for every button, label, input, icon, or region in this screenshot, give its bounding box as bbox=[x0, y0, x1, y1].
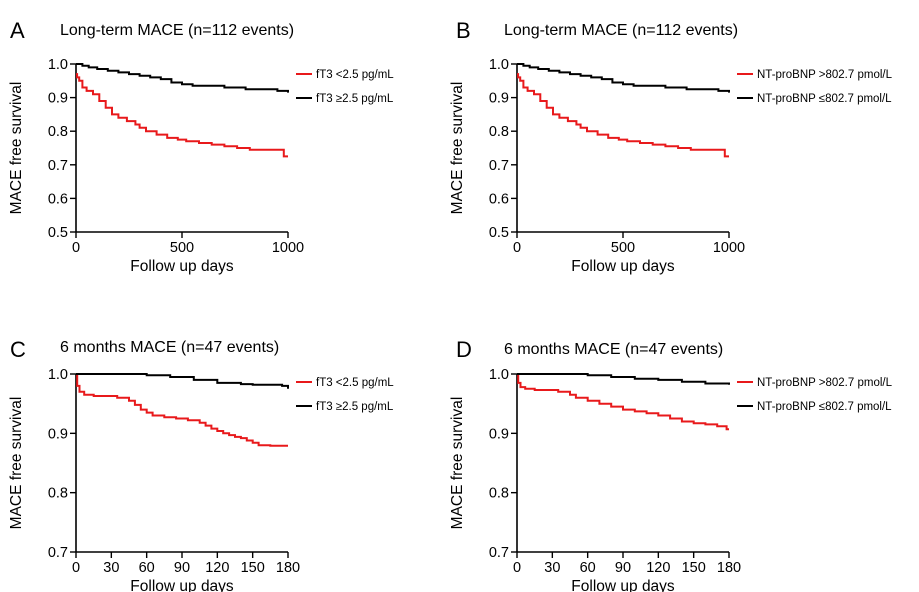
y-tick-label: 1.0 bbox=[48, 367, 68, 383]
y-tick-label: 0.9 bbox=[489, 91, 509, 107]
y-tick-label: 0.8 bbox=[48, 124, 68, 140]
legend-label: fT3 <2.5 pg/mL bbox=[316, 377, 394, 389]
y-tick-label: 0.7 bbox=[48, 158, 68, 174]
x-tick-label: 1000 bbox=[713, 240, 745, 256]
series-line-black bbox=[517, 373, 730, 385]
x-tick-label: 180 bbox=[717, 560, 741, 576]
y-tick-label: 0.7 bbox=[48, 545, 68, 561]
x-tick-label: 500 bbox=[170, 240, 194, 256]
legend-label: NT-proBNP >802.7 pmol/L bbox=[757, 377, 893, 389]
panel-letter: B bbox=[456, 18, 471, 43]
legend-label: NT-proBNP ≤802.7 pmol/L bbox=[757, 401, 892, 413]
series-line-black bbox=[76, 63, 289, 93]
x-tick-label: 150 bbox=[682, 560, 706, 576]
panel-a: A Long-term MACE (n=112 events) 0.5 0.6 0.7 0… bbox=[8, 18, 394, 275]
y-axis-label: MACE free survival bbox=[8, 397, 25, 530]
y-tick-label: 0.6 bbox=[489, 191, 509, 207]
x-tick-label: 60 bbox=[139, 560, 155, 576]
series-line-red bbox=[517, 373, 729, 431]
legend-label: NT-proBNP >802.7 pmol/L bbox=[757, 69, 893, 81]
y-tick-label: 1.0 bbox=[489, 57, 509, 73]
panel-title: 6 months MACE (n=47 events) bbox=[504, 341, 723, 358]
legend-label: fT3 ≥2.5 pg/mL bbox=[316, 401, 394, 413]
y-axis-label: MACE free survival bbox=[8, 82, 25, 215]
y-tick-label: 0.8 bbox=[489, 124, 509, 140]
legend-label: fT3 <2.5 pg/mL bbox=[316, 69, 394, 81]
y-tick-label: 0.9 bbox=[48, 91, 68, 107]
x-tick-label: 30 bbox=[544, 560, 560, 576]
panel-c: C 6 months MACE (n=47 events) 0.7 0.8 0.9 1.0… bbox=[8, 337, 394, 592]
panel-title: 6 months MACE (n=47 events) bbox=[60, 339, 279, 356]
x-tick-label: 90 bbox=[615, 560, 631, 576]
x-tick-label: 120 bbox=[205, 560, 229, 576]
y-tick-label: 0.8 bbox=[48, 486, 68, 502]
y-tick-label: 0.8 bbox=[489, 486, 509, 502]
y-tick-label: 0.9 bbox=[48, 426, 68, 442]
y-tick-label: 1.0 bbox=[48, 57, 68, 73]
y-tick-label: 0.7 bbox=[489, 545, 509, 561]
y-axis-label: MACE free survival bbox=[449, 397, 466, 530]
x-axis-label: Follow up days bbox=[130, 578, 234, 592]
panel-title: Long-term MACE (n=112 events) bbox=[504, 22, 738, 39]
y-tick-label: 0.7 bbox=[489, 158, 509, 174]
x-tick-label: 90 bbox=[174, 560, 190, 576]
panel-letter: A bbox=[10, 18, 25, 43]
x-tick-label: 120 bbox=[646, 560, 670, 576]
x-tick-label: 1000 bbox=[272, 240, 304, 256]
x-axis-label: Follow up days bbox=[130, 258, 234, 275]
series-line-red bbox=[76, 73, 288, 158]
series-line-black bbox=[76, 373, 289, 389]
x-tick-label: 0 bbox=[513, 240, 521, 256]
x-tick-label: 0 bbox=[72, 560, 80, 576]
y-tick-label: 0.5 bbox=[48, 225, 68, 241]
panel-letter: C bbox=[10, 337, 26, 362]
x-tick-label: 500 bbox=[611, 240, 635, 256]
x-tick-label: 0 bbox=[72, 240, 80, 256]
y-tick-label: 0.9 bbox=[489, 426, 509, 442]
x-tick-label: 60 bbox=[580, 560, 596, 576]
legend-label: fT3 ≥2.5 pg/mL bbox=[316, 93, 394, 105]
x-tick-label: 180 bbox=[276, 560, 300, 576]
y-axis-label: MACE free survival bbox=[449, 82, 466, 215]
series-line-red bbox=[76, 373, 288, 447]
panel-letter: D bbox=[456, 337, 472, 362]
x-tick-label: 0 bbox=[513, 560, 521, 576]
x-axis-label: Follow up days bbox=[571, 258, 675, 275]
y-tick-label: 0.6 bbox=[48, 191, 68, 207]
x-tick-label: 30 bbox=[103, 560, 119, 576]
x-axis-label: Follow up days bbox=[571, 578, 675, 592]
x-tick-label: 150 bbox=[241, 560, 265, 576]
panel-b: B Long-term MACE (n=112 events) 0.5 0.6 0.7 0… bbox=[449, 18, 893, 275]
series-line-red bbox=[517, 73, 729, 158]
panel-d: D 6 months MACE (n=47 events) 0.7 0.8 0.9 1.0… bbox=[449, 337, 893, 592]
panel-title: Long-term MACE (n=112 events) bbox=[60, 22, 294, 39]
y-tick-label: 1.0 bbox=[489, 367, 509, 383]
y-tick-label: 0.5 bbox=[489, 225, 509, 241]
series-line-black bbox=[517, 63, 730, 93]
legend-label: NT-proBNP ≤802.7 pmol/L bbox=[757, 93, 892, 105]
